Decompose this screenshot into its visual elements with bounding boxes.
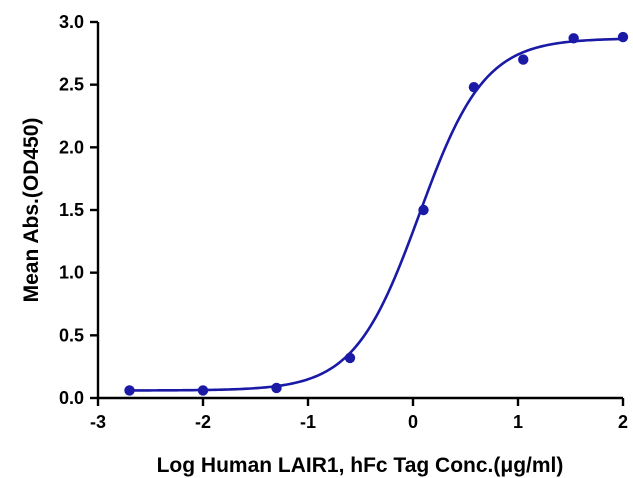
x-tick-label: -3 [90, 412, 106, 432]
x-tick-label: 1 [513, 412, 523, 432]
y-ticks: 0.0 0.5 1.0 1.5 2.0 2.5 3.0 [59, 12, 98, 408]
y-axis-title: Mean Abs.(OD450) [20, 118, 43, 303]
y-tick-label: 1.5 [59, 200, 84, 220]
x-tick-label: -1 [300, 412, 316, 432]
y-tick-label: 0.5 [59, 325, 84, 345]
data-point [271, 382, 282, 394]
data-points [124, 31, 629, 396]
fit-curve-layer [129, 37, 624, 392]
data-point [518, 54, 529, 65]
data-point [124, 385, 135, 396]
data-point [197, 385, 209, 396]
data-point [568, 33, 579, 44]
data-point [468, 81, 480, 93]
x-tick-label: 0 [408, 412, 418, 432]
y-tick-label: 2.0 [59, 137, 84, 157]
y-tick-label: 1.0 [59, 263, 84, 283]
x-tick-label: 2 [618, 412, 628, 432]
data-point [344, 352, 356, 364]
y-tick-label: 0.0 [59, 388, 84, 408]
x-tick-label: -2 [195, 412, 211, 432]
data-point [418, 204, 429, 216]
y-tick-label: 3.0 [59, 12, 84, 32]
x-ticks: -3 -2 -1 0 1 2 [90, 398, 628, 432]
data-point [617, 31, 629, 43]
fit-curve [129, 37, 624, 392]
y-tick-label: 2.5 [59, 75, 84, 95]
x-axis-title: Log Human LAIR1, hFc Tag Conc.(μg/ml) [157, 454, 564, 477]
